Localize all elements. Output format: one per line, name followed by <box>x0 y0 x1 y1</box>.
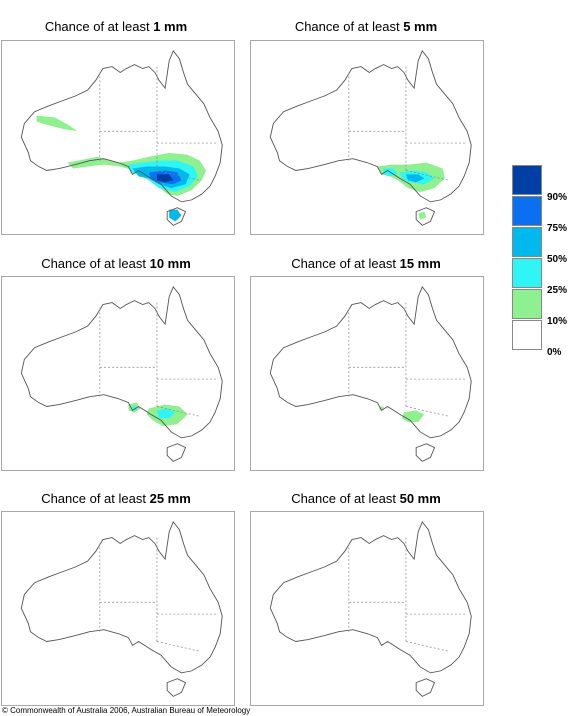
australia-map <box>269 521 472 697</box>
map-frame <box>1 40 235 235</box>
state-border <box>156 406 200 417</box>
tasmania-coastline <box>415 443 436 462</box>
coastline <box>20 286 223 439</box>
coastline <box>269 521 472 674</box>
tasmania-coastline <box>415 207 436 226</box>
tasmania-coastline <box>166 443 187 462</box>
australia-map <box>269 286 472 462</box>
legend-label: 50% <box>547 254 568 265</box>
rain-region <box>169 209 182 222</box>
panel-title: Chance of at least 50 mm <box>291 491 441 506</box>
rain-region <box>36 115 78 132</box>
legend-label: 75% <box>547 223 568 234</box>
map-frame <box>1 276 235 471</box>
map-frame <box>1 511 235 706</box>
state-border <box>405 641 449 652</box>
australia-map <box>20 521 223 697</box>
coastline <box>269 50 472 203</box>
tasmania-coastline <box>415 678 436 697</box>
panel-title: Chance of at least 5 mm <box>294 19 438 34</box>
australia-map <box>20 50 223 226</box>
state-border <box>156 641 200 652</box>
legend-swatch-25 <box>512 258 542 288</box>
australia-map <box>20 286 223 462</box>
legend-label: 10% <box>547 316 568 327</box>
rain-region <box>418 211 427 220</box>
state-border <box>405 406 449 417</box>
legend-label: 25% <box>547 285 568 296</box>
legend-swatch-10 <box>512 289 542 319</box>
legend-label: 90% <box>547 192 568 203</box>
tasmania-coastline <box>166 678 187 697</box>
state-border <box>156 170 200 181</box>
legend-swatch-0 <box>512 320 542 350</box>
legend-swatch-50 <box>512 227 542 257</box>
legend-swatch-75 <box>512 196 542 226</box>
panel-title: Chance of at least 15 mm <box>291 256 441 271</box>
state-border <box>405 170 449 181</box>
map-frame <box>250 276 484 471</box>
panel-title: Chance of at least 25 mm <box>41 491 191 506</box>
coastline <box>20 50 223 203</box>
coastline <box>269 286 472 439</box>
australia-map <box>269 50 472 226</box>
rain-region <box>156 174 174 183</box>
legend-swatch-90 <box>512 165 542 195</box>
panel-title: Chance of at least 1 mm <box>44 19 188 34</box>
panel-title: Chance of at least 10 mm <box>41 256 191 271</box>
rain-region <box>401 410 425 423</box>
legend-label: 0% <box>547 347 562 358</box>
rain-region <box>405 174 425 183</box>
copyright-footer: © Commonwealth of Australia 2006, Austra… <box>2 706 251 715</box>
rain-region <box>156 408 176 419</box>
map-frame <box>250 40 484 235</box>
coastline <box>20 521 223 674</box>
map-frame <box>250 511 484 706</box>
tasmania-coastline <box>166 207 187 226</box>
